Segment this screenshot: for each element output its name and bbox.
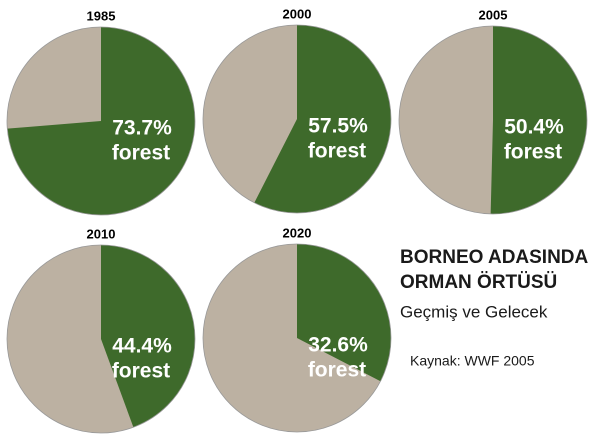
heading-line: BORNEO ADASINDA [400, 247, 589, 268]
pie-title: 2000 [283, 6, 312, 21]
pie-outline [6, 26, 196, 216]
slice-label: forest [308, 359, 366, 382]
pie-outline [398, 25, 588, 215]
value-label: 44.4% [112, 335, 172, 358]
forest-slice [101, 245, 196, 428]
pie-outline [202, 243, 392, 433]
forest-slice [254, 25, 392, 214]
value-label: 57.5% [308, 115, 368, 138]
pie-title: 2020 [283, 225, 312, 240]
pie-outline [202, 24, 392, 214]
pie-title: 2010 [87, 226, 116, 241]
slice-label: forest [504, 141, 562, 164]
slice-label: forest [308, 140, 366, 163]
value-label: 32.6% [308, 334, 368, 357]
forest-slice [297, 244, 391, 382]
forest-slice [490, 25, 588, 215]
slice-label: forest [112, 360, 170, 383]
source: Kaynak: WWF 2005 [410, 353, 535, 369]
pie-title: 2005 [479, 7, 508, 22]
heading-line: ORMAN ÖRTÜSÜ [400, 272, 557, 293]
pie-outline [6, 244, 196, 434]
subtitle: Geçmiş ve Gelecek [400, 302, 548, 321]
slice-label: forest [112, 142, 170, 165]
pie-title: 1985 [87, 8, 116, 23]
value-label: 73.7% [112, 117, 172, 140]
forest-slice [7, 27, 196, 216]
value-label: 50.4% [504, 116, 564, 139]
